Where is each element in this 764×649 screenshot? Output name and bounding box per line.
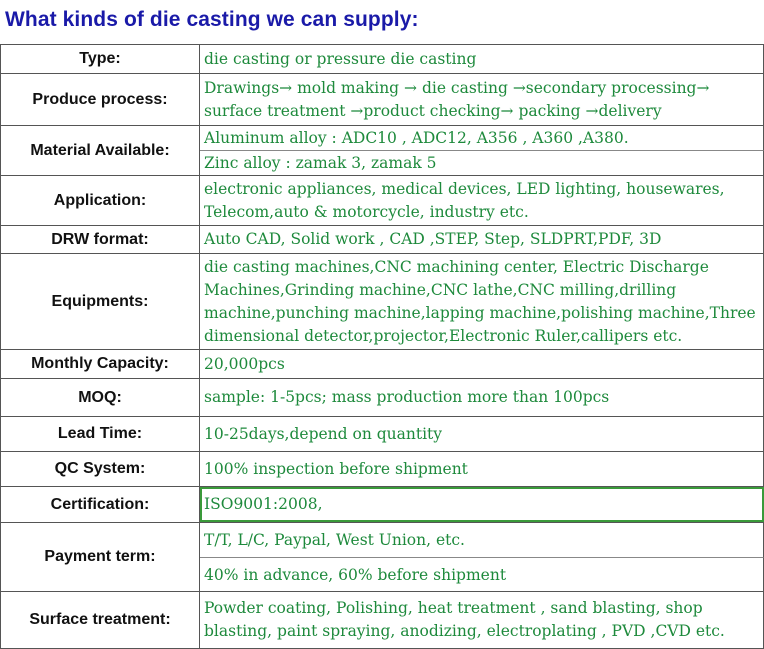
surface-value-line: blasting, paint spraying, anodizing, ele… [204, 622, 725, 640]
type-value[interactable]: die casting or pressure die casting [200, 45, 764, 73]
certification-value-line: ISO9001:2008, [204, 495, 323, 513]
moq-label: MOQ: [1, 379, 200, 416]
equipments-value-line: die casting machines,CNC machining cente… [204, 257, 709, 276]
payment-value-methods[interactable]: T/T, L/C, Paypal, West Union, etc. [200, 523, 764, 558]
moq-value-line: sample: 1-5pcs; mass production more tha… [204, 388, 610, 406]
drw-value[interactable]: Auto CAD, Solid work , CAD ,STEP, Step, … [200, 226, 764, 253]
application-value[interactable]: electronic appliances, medical devices, … [200, 176, 764, 225]
material-label: Material Available: [1, 126, 200, 175]
surface-label: Surface treatment: [1, 592, 200, 648]
capacity-value[interactable]: 20,000pcs [200, 350, 764, 378]
type-value-line: die casting or pressure die casting [204, 49, 477, 68]
surface-value[interactable]: Powder coating, Polishing, heat treatmen… [200, 592, 764, 648]
qc-value-line: 100% inspection before shipment [204, 459, 468, 478]
surface-value-line: Powder coating, Polishing, heat treatmen… [204, 599, 703, 617]
table-row-material: Material Available: Aluminum alloy : ADC… [1, 126, 764, 176]
material-value-zinc[interactable]: Zinc alloy : zamak 3, zamak 5 [200, 151, 764, 175]
equipments-value-line: dimensional detector,projector,Electroni… [204, 326, 683, 345]
qc-value[interactable]: 100% inspection before shipment [200, 452, 764, 486]
payment-value-schedule[interactable]: 40% in advance, 60% before shipment [200, 558, 764, 591]
application-value-line: electronic appliances, medical devices, … [204, 179, 725, 198]
material-value-aluminum[interactable]: Aluminum alloy : ADC10 , ADC12, A356 , A… [200, 126, 764, 151]
table-row-lead-time: Lead Time: 10-25days,depend on quantity [1, 417, 764, 452]
table-row-qc: QC System: 100% inspection before shipme… [1, 452, 764, 487]
process-value-line: surface treatment →product checking→ pac… [204, 101, 662, 120]
table-row-surface: Surface treatment: Powder coating, Polis… [1, 592, 764, 649]
drw-value-line: Auto CAD, Solid work , CAD ,STEP, Step, … [204, 230, 662, 248]
drw-label: DRW format: [1, 226, 200, 253]
capacity-value-line: 20,000pcs [204, 354, 285, 373]
payment-label: Payment term: [1, 523, 200, 591]
equipments-value-line: machine,punching machine,lapping machine… [204, 303, 756, 322]
qc-label: QC System: [1, 452, 200, 486]
capacity-label: Monthly Capacity: [1, 350, 200, 378]
spec-table: Type: die casting or pressure die castin… [0, 44, 764, 649]
table-row-payment: Payment term: T/T, L/C, Paypal, West Uni… [1, 523, 764, 592]
table-row-application: Application: electronic appliances, medi… [1, 176, 764, 226]
lead-time-label: Lead Time: [1, 417, 200, 451]
process-value-line: Drawings→ mold making → die casting →sec… [204, 78, 710, 97]
table-row-process: Produce process: Drawings→ mold making →… [1, 74, 764, 126]
table-row-capacity: Monthly Capacity: 20,000pcs [1, 350, 764, 379]
application-value-line: Telecom,auto & motorcycle, industry etc. [204, 202, 529, 221]
table-row-certification: Certification: ISO9001:2008, [1, 487, 764, 523]
lead-time-value[interactable]: 10-25days,depend on quantity [200, 417, 764, 451]
equipments-value[interactable]: die casting machines,CNC machining cente… [200, 254, 764, 349]
equipments-label: Equipments: [1, 254, 200, 349]
moq-value[interactable]: sample: 1-5pcs; mass production more tha… [200, 379, 764, 416]
table-row-moq: MOQ: sample: 1-5pcs; mass production mor… [1, 379, 764, 417]
table-row-equipments: Equipments: die casting machines,CNC mac… [1, 254, 764, 350]
table-row-drw: DRW format: Auto CAD, Solid work , CAD ,… [1, 226, 764, 254]
certification-label: Certification: [1, 487, 200, 522]
process-value[interactable]: Drawings→ mold making → die casting →sec… [200, 74, 764, 125]
lead-time-value-line: 10-25days,depend on quantity [204, 424, 443, 443]
type-label: Type: [1, 45, 200, 73]
application-label: Application: [1, 176, 200, 225]
equipments-value-line: Machines,Grinding machine,CNC lathe,CNC … [204, 280, 677, 299]
page-title: What kinds of die casting we can supply: [5, 8, 419, 31]
table-row-type: Type: die casting or pressure die castin… [1, 45, 764, 74]
certification-value[interactable]: ISO9001:2008, [200, 487, 764, 522]
process-label: Produce process: [1, 74, 200, 125]
